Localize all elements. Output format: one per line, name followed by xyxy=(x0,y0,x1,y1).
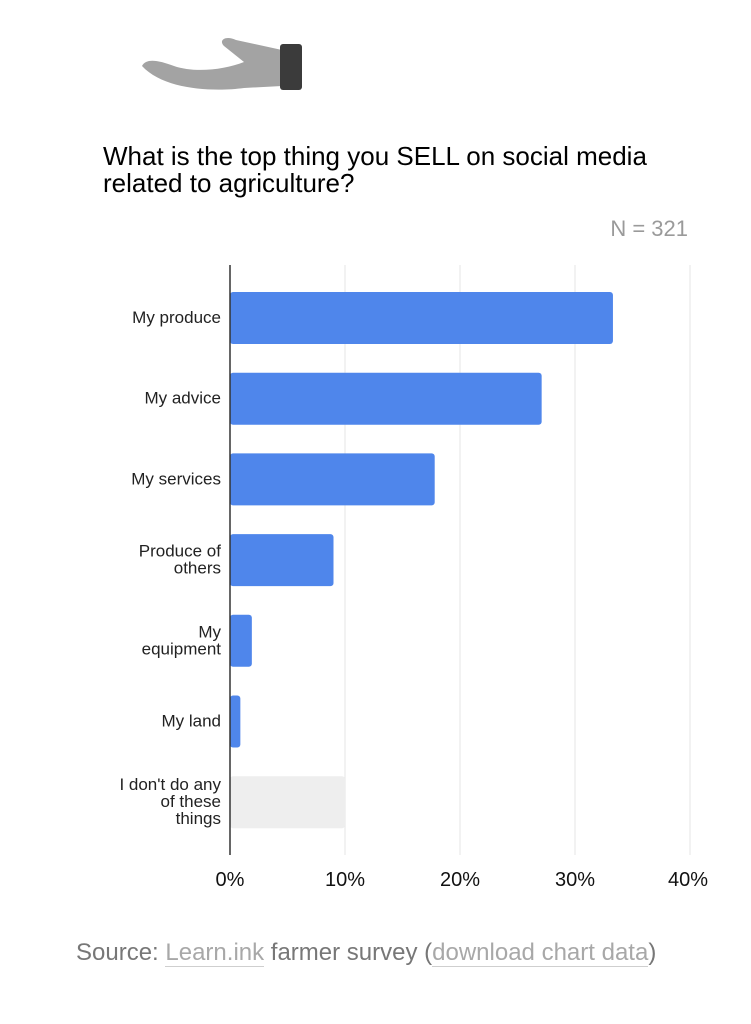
x-tick-label: 0% xyxy=(216,869,245,891)
sample-size-label: N = 321 xyxy=(610,216,688,241)
category-label: My produce xyxy=(132,308,221,327)
bar-chart: My produce My advice My services Produce of… xyxy=(119,265,708,891)
category-label-line: My land xyxy=(161,712,221,731)
category-label-line: Produce of xyxy=(139,542,221,561)
bar xyxy=(230,695,241,748)
category-label-line: My services xyxy=(131,469,221,488)
category-label-line: others xyxy=(174,559,221,578)
category-label: My advice xyxy=(144,389,221,408)
bar xyxy=(230,372,542,425)
source-prefix: Source: xyxy=(76,939,166,966)
download-chart-data-link[interactable]: download chart data xyxy=(432,939,649,967)
category-label-line: things xyxy=(176,809,221,828)
category-label-line: equipment xyxy=(142,639,222,658)
x-tick-label: 30% xyxy=(555,869,595,891)
x-tick-label: 20% xyxy=(440,869,480,891)
category-label: My land xyxy=(161,712,221,731)
category-label: My equipment xyxy=(142,622,222,658)
category-label-line: of these xyxy=(161,792,222,811)
bar xyxy=(230,776,345,829)
category-label-line: My produce xyxy=(132,308,221,327)
bar xyxy=(230,534,334,587)
hand-icon xyxy=(142,37,302,90)
hand-shape xyxy=(142,37,282,90)
category-label-line: My advice xyxy=(144,389,221,408)
x-tick-label: 40% xyxy=(668,869,708,891)
source-suffix: ) xyxy=(648,939,657,966)
x-tick-label: 10% xyxy=(325,869,365,891)
cuff-shape xyxy=(280,44,302,90)
category-label: Produce of others xyxy=(139,542,221,578)
learn-ink-link[interactable]: Learn.ink xyxy=(165,939,265,967)
category-label: My services xyxy=(131,469,221,488)
bar xyxy=(230,453,435,506)
chart-title: What is the top thing you SELL on social… xyxy=(103,141,647,198)
category-label-line: I don't do any xyxy=(119,775,221,794)
bar xyxy=(230,614,252,667)
category-label: I don't do any of these things xyxy=(119,775,221,828)
bar xyxy=(230,292,613,344)
category-label-line: My xyxy=(198,622,221,641)
source-middle: farmer survey ( xyxy=(264,939,433,966)
source-line: Source: Learn.ink farmer survey (downloa… xyxy=(76,934,716,971)
